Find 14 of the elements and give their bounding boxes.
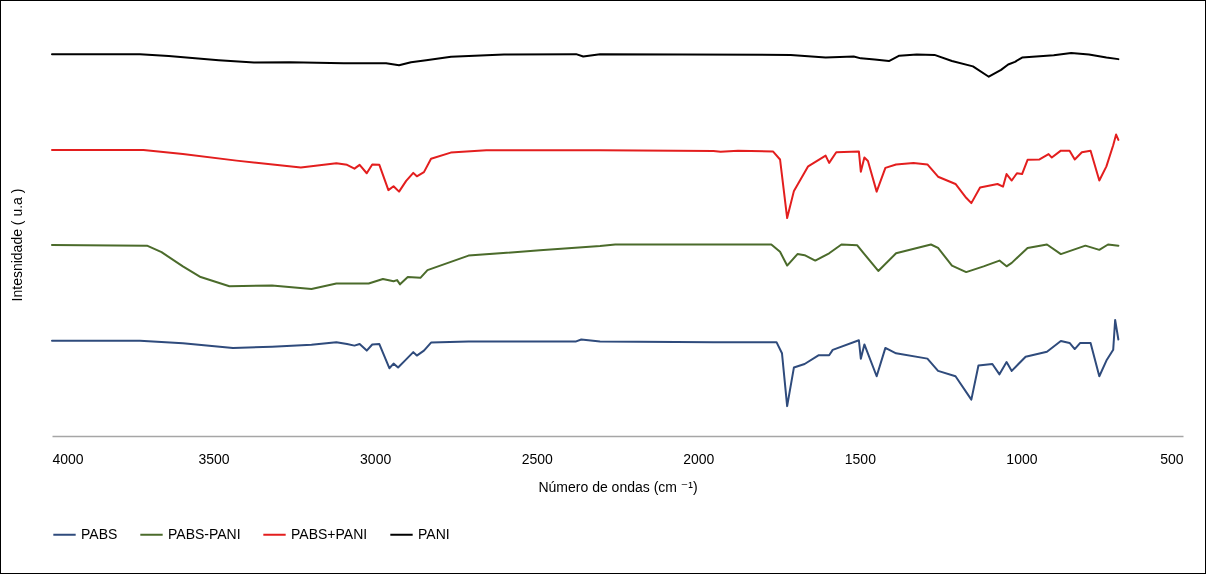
x-tick-label: 1000	[1006, 450, 1038, 467]
x-axis-title: Número de ondas (cm ⁻¹)	[538, 478, 698, 495]
legend-label: PABS	[81, 525, 118, 542]
legend-label: PANI	[418, 525, 450, 542]
legend-label: PABS+PANI	[291, 525, 368, 542]
x-tick-label: 2000	[683, 450, 715, 467]
x-tick-label: 1500	[844, 450, 877, 467]
y-axis-title: Intesnidade ( u.a )	[8, 188, 25, 302]
legend-label: PABS-PANI	[168, 525, 241, 542]
x-tick-label: 2500	[521, 450, 553, 467]
x-tick-label: 3500	[198, 450, 230, 467]
x-tick-label: 4000	[52, 450, 84, 467]
x-tick-label: 3000	[360, 450, 392, 467]
x-tick-label: 500	[1160, 450, 1184, 467]
